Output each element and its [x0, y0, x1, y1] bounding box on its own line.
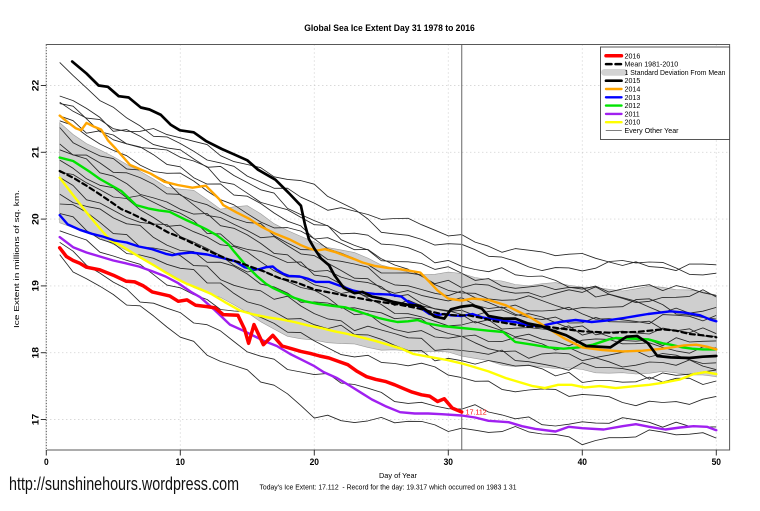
svg-text:40: 40 [578, 457, 587, 467]
svg-text:Mean 1981-2010: Mean 1981-2010 [625, 61, 679, 69]
svg-text:17.112: 17.112 [466, 410, 487, 417]
svg-text:19: 19 [31, 280, 41, 292]
svg-text:2011: 2011 [625, 110, 640, 118]
svg-text:2010: 2010 [625, 119, 641, 127]
svg-text:2014: 2014 [625, 86, 641, 94]
svg-text:Every Other Year: Every Other Year [625, 127, 680, 135]
svg-text:50: 50 [712, 457, 721, 467]
svg-text:http://sunshinehours.wordpress: http://sunshinehours.wordpress.com [9, 473, 239, 494]
svg-text:2013: 2013 [625, 94, 641, 102]
svg-text:Global Sea Ice Extent Day 31 1: Global Sea Ice Extent Day 31 1978 to 201… [304, 23, 475, 33]
svg-text:22: 22 [31, 80, 41, 92]
svg-text:18: 18 [31, 347, 41, 359]
svg-text:2015: 2015 [625, 77, 641, 85]
svg-text:17: 17 [31, 414, 41, 426]
svg-text:Ice Extent in millions of sq.: Ice Extent in millions of sq. km. [12, 190, 21, 328]
svg-text:2012: 2012 [625, 102, 641, 110]
svg-text:Today's Ice Extent: 17.112 -: Today's Ice Extent: 17.112 - Record for … [260, 483, 517, 492]
svg-text:2016: 2016 [625, 52, 641, 60]
svg-text:0: 0 [44, 457, 49, 467]
svg-text:10: 10 [176, 457, 185, 467]
svg-text:30: 30 [444, 457, 453, 467]
svg-text:20: 20 [310, 457, 319, 467]
svg-text:Day of Year: Day of Year [379, 471, 417, 480]
svg-text:20: 20 [31, 213, 41, 225]
svg-text:1 Standard Deviation From Mean: 1 Standard Deviation From Mean [625, 69, 726, 77]
svg-text:21: 21 [31, 147, 41, 159]
